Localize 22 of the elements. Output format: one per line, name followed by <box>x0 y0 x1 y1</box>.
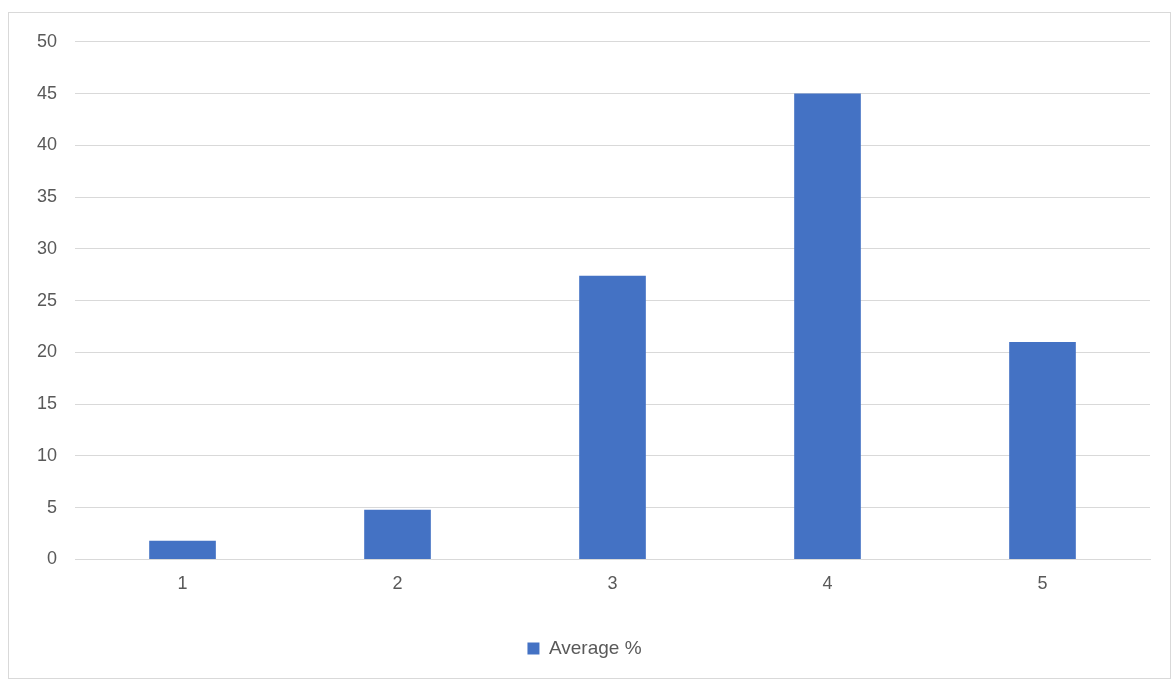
y-tick-label: 25 <box>36 289 58 310</box>
y-tick-label: 45 <box>36 82 58 103</box>
x-tick-label: 3 <box>607 573 618 594</box>
bar <box>1009 342 1076 559</box>
y-tick-label: 15 <box>36 393 58 414</box>
y-tick-label: 50 <box>36 30 58 51</box>
bar <box>149 540 216 559</box>
y-tick-label: 10 <box>36 444 58 465</box>
x-tick-label: 2 <box>392 573 403 594</box>
y-tick-label: 5 <box>47 496 58 517</box>
bar <box>794 93 861 559</box>
y-tick-label: 40 <box>36 134 58 155</box>
x-tick-label: 5 <box>1037 573 1048 594</box>
y-tick-label: 20 <box>36 341 58 362</box>
legend-label: Average % <box>548 636 642 658</box>
x-tick-label: 4 <box>822 573 833 594</box>
bar <box>579 275 646 559</box>
y-tick-label: 0 <box>47 548 58 569</box>
y-tick-label: 30 <box>36 237 58 258</box>
x-tick-label: 1 <box>177 573 188 594</box>
y-tick-label: 35 <box>36 186 58 207</box>
bar <box>364 509 431 559</box>
